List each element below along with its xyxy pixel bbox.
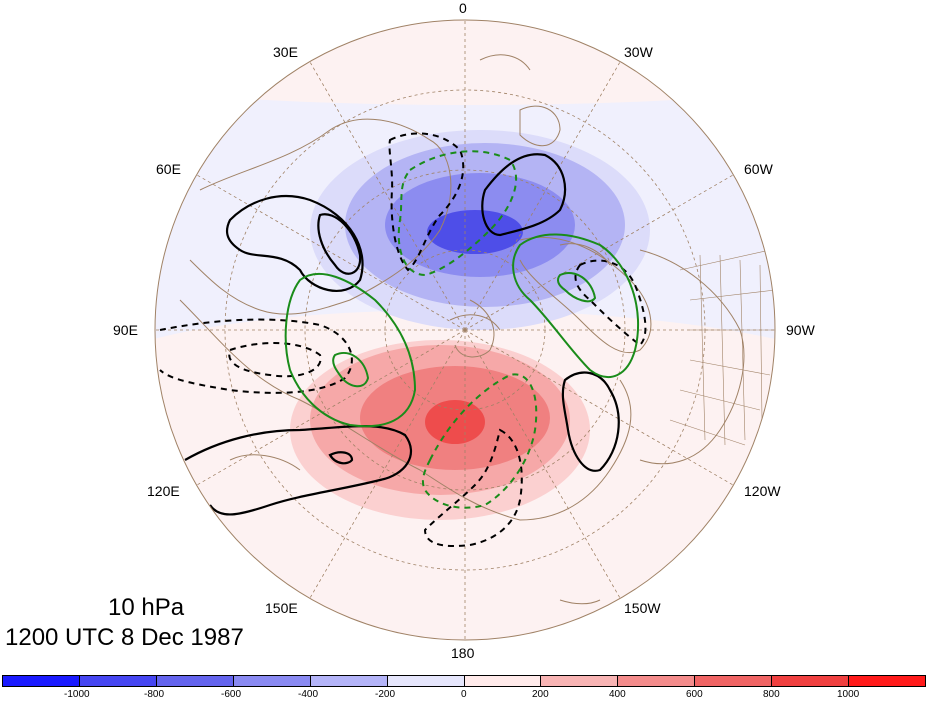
colorbar-tick-label: 1000: [837, 689, 860, 700]
colorbar-tick-label: -600: [221, 689, 242, 700]
map-outline: [154, 19, 776, 641]
colorbar-tick-label: -200: [375, 689, 396, 700]
colorbar-swatch: [695, 676, 773, 686]
colorbar-tick-label: 0: [461, 689, 467, 700]
state-borders: [669, 249, 775, 446]
colorbar-swatch: [233, 676, 311, 686]
lon-label-150w: 150W: [624, 600, 661, 616]
lon-label-60w: 60W: [744, 161, 773, 177]
colorbar-swatch: [618, 676, 696, 686]
colorbar-swatch: [3, 676, 80, 686]
lon-label-180: 180: [451, 645, 475, 661]
colorbar-tick-label: 200: [532, 689, 549, 700]
colorbar-tick-label: -800: [144, 689, 165, 700]
colorbar-tick-label: -400: [298, 689, 319, 700]
lon-label-150e: 150E: [265, 600, 298, 616]
colorbar-swatch: [849, 676, 926, 686]
coastlines: [179, 105, 745, 605]
colorbar-swatch: [310, 676, 388, 686]
arctic-coasts: [449, 54, 611, 331]
lon-label-120e: 120E: [147, 483, 180, 499]
lon-label-30w: 30W: [624, 44, 653, 60]
colorbar-tick-label: -1000: [64, 689, 90, 700]
lon-label-120w: 120W: [744, 483, 781, 499]
lon-label-60e: 60E: [156, 161, 181, 177]
colorbar-swatch: [387, 676, 465, 686]
colorbar-tick-label: 400: [609, 689, 626, 700]
lon-label-30e: 30E: [273, 44, 298, 60]
green-contours: [284, 233, 639, 428]
black-dashed-contours: [159, 132, 647, 548]
title-datetime: 1200 UTC 8 Dec 1987: [5, 624, 244, 651]
colorbar-swatch: [156, 676, 234, 686]
green-dashed-contours: [397, 150, 538, 509]
lon-label-0: 0: [459, 0, 467, 16]
colorbar-swatch: [541, 676, 619, 686]
colorbar-swatch: [79, 676, 157, 686]
lon-label-90e: 90E: [113, 322, 138, 338]
colorbar-swatch: [464, 676, 542, 686]
negative-anomaly-800: [427, 210, 523, 254]
black-contours: [184, 153, 620, 516]
colorbar-tick-label: 600: [686, 689, 703, 700]
colorbar-tick-label: 800: [763, 689, 780, 700]
colorbar-swatch: [772, 676, 850, 686]
lon-label-90w: 90W: [786, 322, 815, 338]
colorbar: [2, 675, 926, 687]
title-level: 10 hPa: [108, 594, 185, 621]
